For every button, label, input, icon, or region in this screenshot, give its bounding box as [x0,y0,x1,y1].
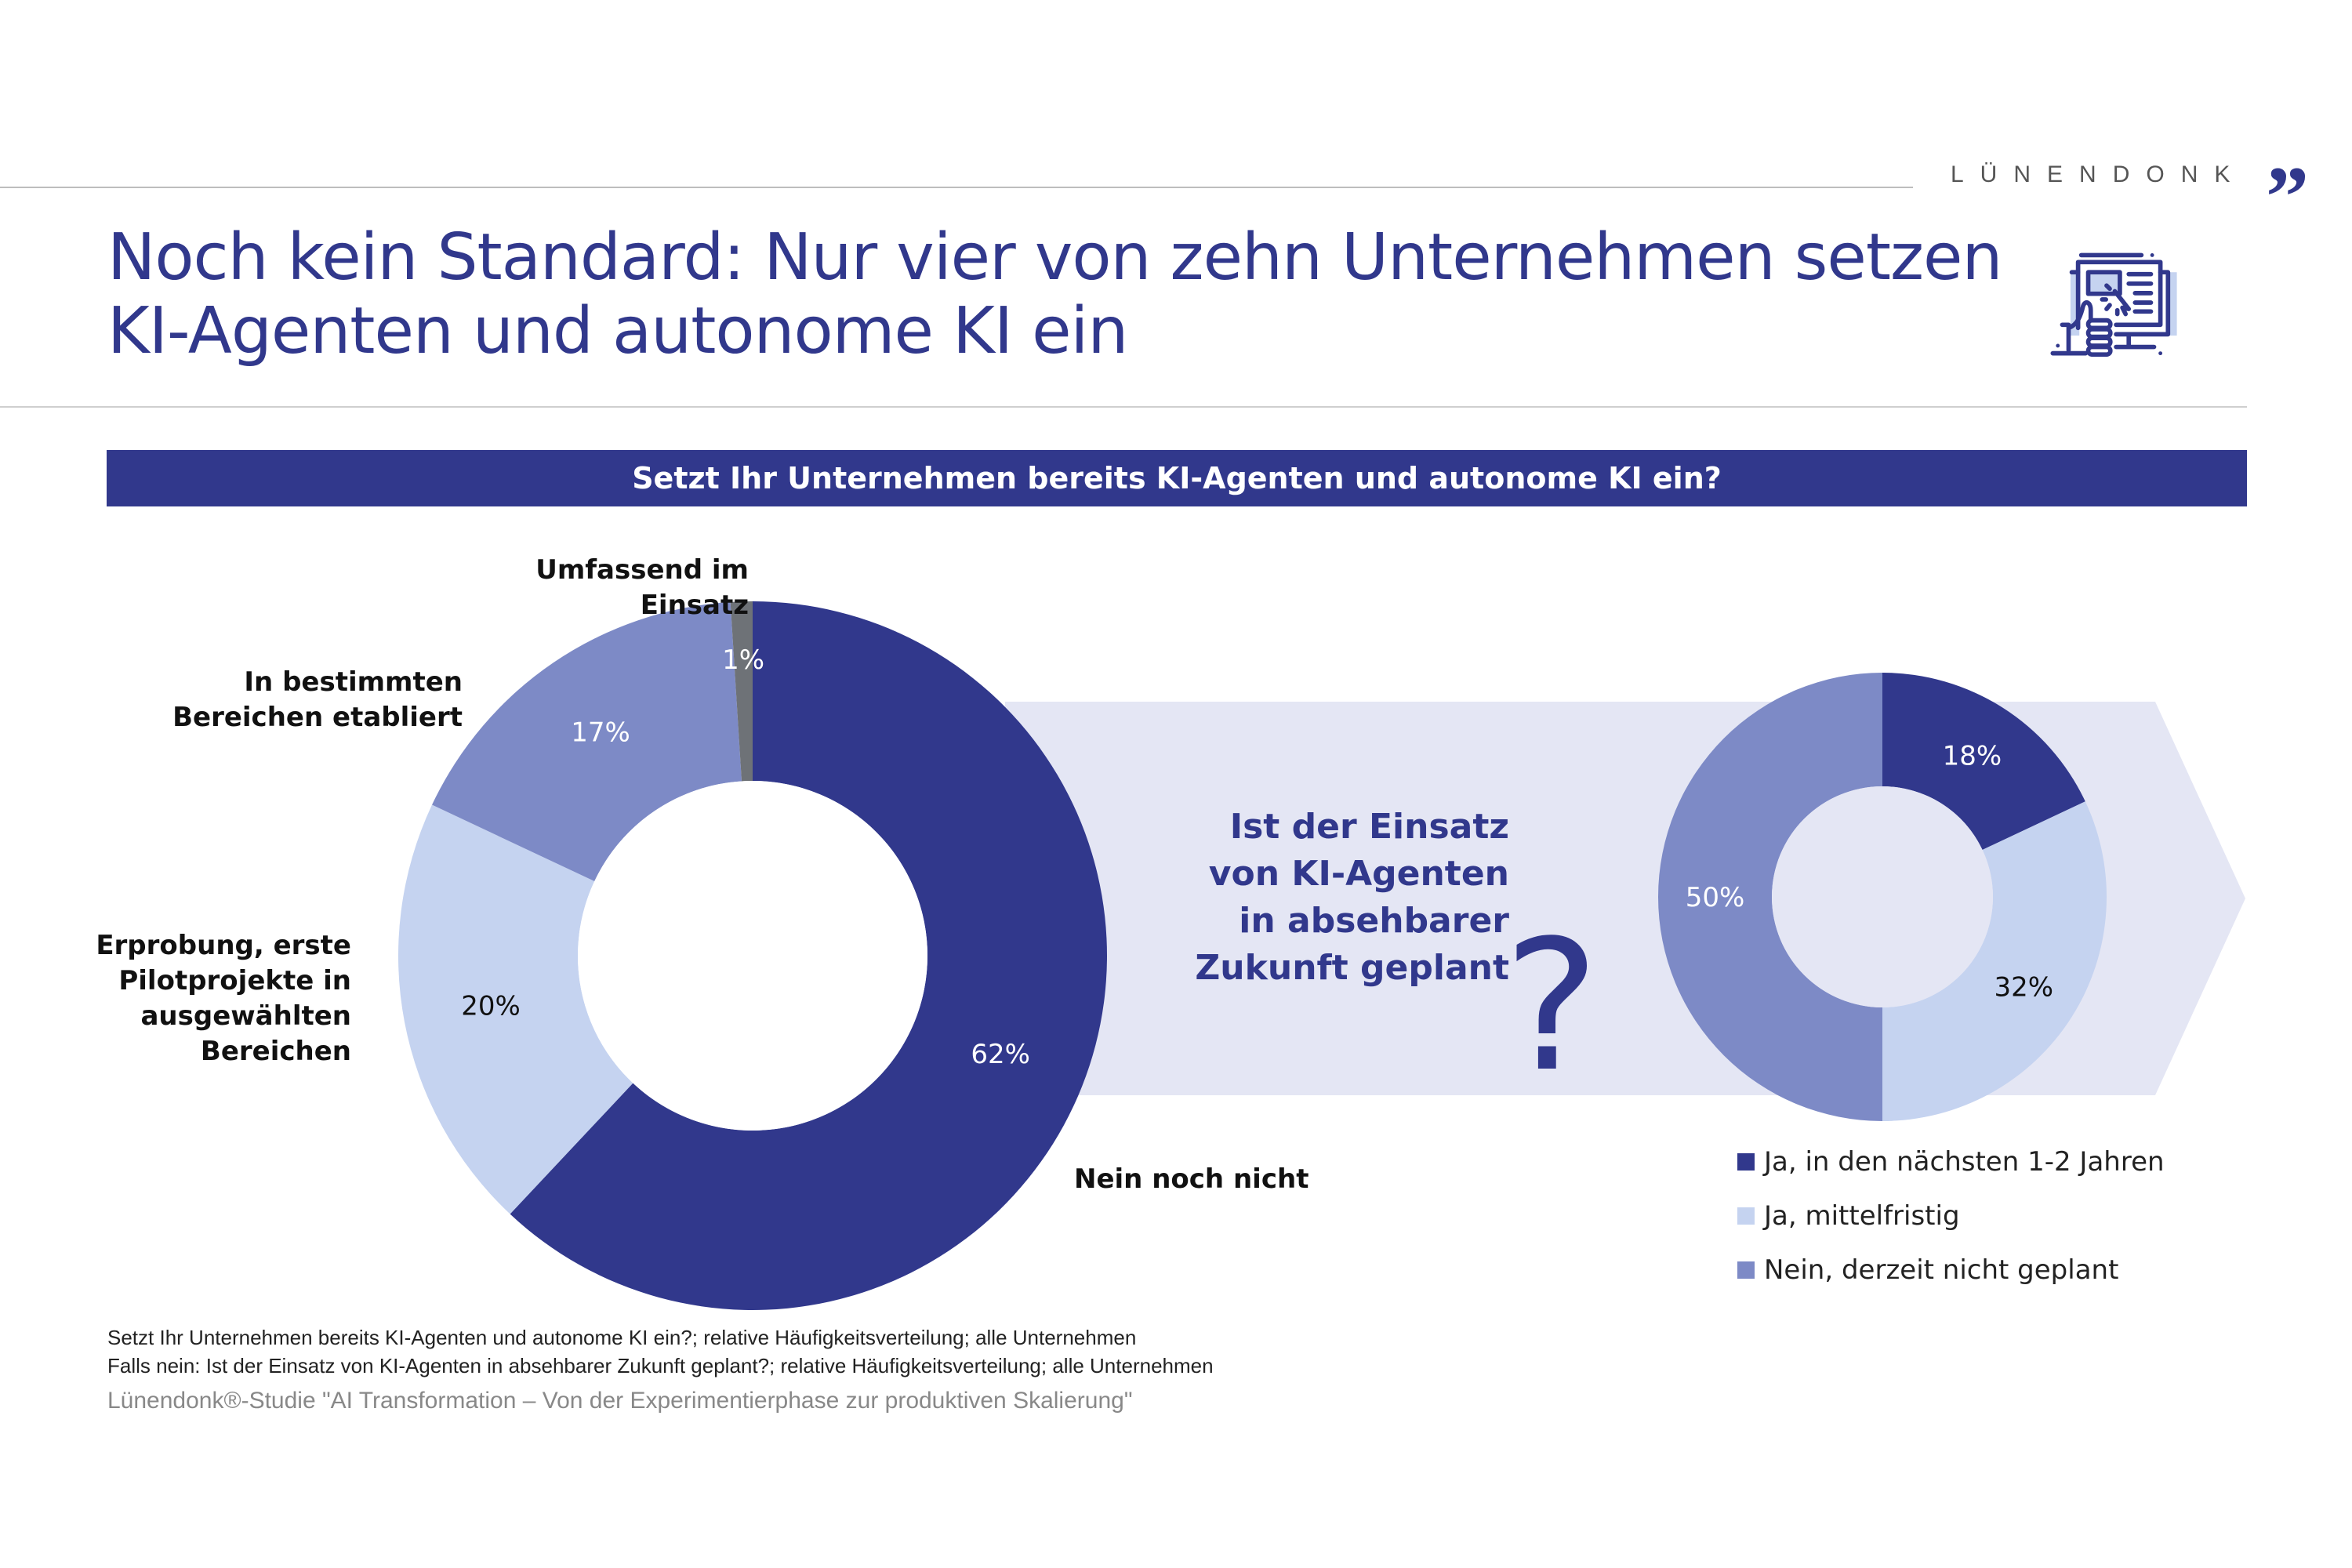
computer-click-hand-icon [2050,252,2177,358]
data-label: 1% [722,644,764,676]
question-banner: Setzt Ihr Unternehmen bereits KI-Agenten… [107,450,2247,506]
question-line-4: Zukunft geplant [1195,948,1509,988]
donut-slice [1882,801,2107,1121]
legend-label: Nein, derzeit nicht geplant [1764,1254,2119,1286]
donut-slice [432,601,742,882]
footnote-2: Falls nein: Ist der Einsatz von KI-Agent… [107,1354,1214,1377]
donut-chart-adoption: 62% 20% 17% 1% [397,601,1108,1310]
footnotes: Setzt Ihr Unternehmen bereits KI-Agenten… [107,1323,1214,1380]
legend-swatch [1737,1261,1755,1279]
donut-hole [1772,786,1993,1007]
donut-slice [730,601,753,782]
legend-label: Ja, mittelfristig [1764,1200,1960,1232]
legend-item: Ja, mittelfristig [1737,1200,1960,1232]
data-label: 62% [971,1039,1030,1070]
label-bestimmt-line-2: Bereichen etabliert [172,702,463,733]
legend-swatch [1737,1207,1755,1225]
donut-hole [578,781,927,1131]
legend-item: Ja, in den nächsten 1-2 Jahren [1737,1146,2165,1178]
question-line-3: in absehbarer [1239,901,1509,941]
header-rule-top [0,187,1913,188]
donut-slice [1882,673,2085,850]
label-erprobung-line-4: Bereichen [200,1036,351,1067]
data-label: 20% [461,991,521,1022]
label-nein: Nein noch nicht [1074,1163,1309,1195]
header-rule-bottom [0,406,2247,408]
question-line-1: Ist der Einsatz [1229,807,1509,847]
donut-slice [397,804,633,1214]
source-citation: Lünendonk®-Studie "AI Transformation – V… [107,1388,1133,1414]
label-bestimmt: In bestimmten Bereichen etabliert [141,665,463,735]
legend-item: Nein, derzeit nicht geplant [1737,1254,2118,1286]
legend-label: Ja, in den nächsten 1-2 Jahren [1764,1146,2165,1178]
data-label: 18% [1943,741,2002,772]
data-label: 17% [571,717,630,749]
follow-up-question: Ist der Einsatz von KI-Agenten in absehb… [1121,804,1509,992]
data-label: 32% [1994,971,2053,1003]
label-erprobung-line-3: ausgewählten [140,1000,351,1032]
data-label: 50% [1686,882,1745,913]
title-line-2: KI-Agenten und autonome KI ein [107,294,1128,368]
donut-slice [510,601,1108,1310]
question-line-2: von KI-Agenten [1208,854,1509,894]
donut-slice [1658,673,1882,1121]
brand-quote-mark-icon: ” [2266,154,2309,209]
label-bestimmt-line-1: In bestimmten [244,666,463,698]
donut-chart-planning: 18% 32% 50% [1658,673,2107,1121]
label-erprobung-line-2: Pilotprojekte in [118,965,351,996]
label-erprobung-line-1: Erprobung, erste [96,930,351,961]
question-mark-icon: ? [1504,902,1600,1112]
label-erprobung: Erprobung, erste Pilotprojekte in ausgew… [78,928,351,1069]
title-line-1: Noch kein Standard: Nur vier von zehn Un… [107,220,2002,295]
brand-logo-text: LÜNENDONK [1951,162,2247,187]
legend-swatch [1737,1153,1755,1171]
footnote-1: Setzt Ihr Unternehmen bereits KI-Agenten… [107,1326,1137,1349]
label-umfassend: Umfassend im Einsatz [535,554,749,621]
page-title: Noch kein Standard: Nur vier von zehn Un… [107,220,2002,368]
